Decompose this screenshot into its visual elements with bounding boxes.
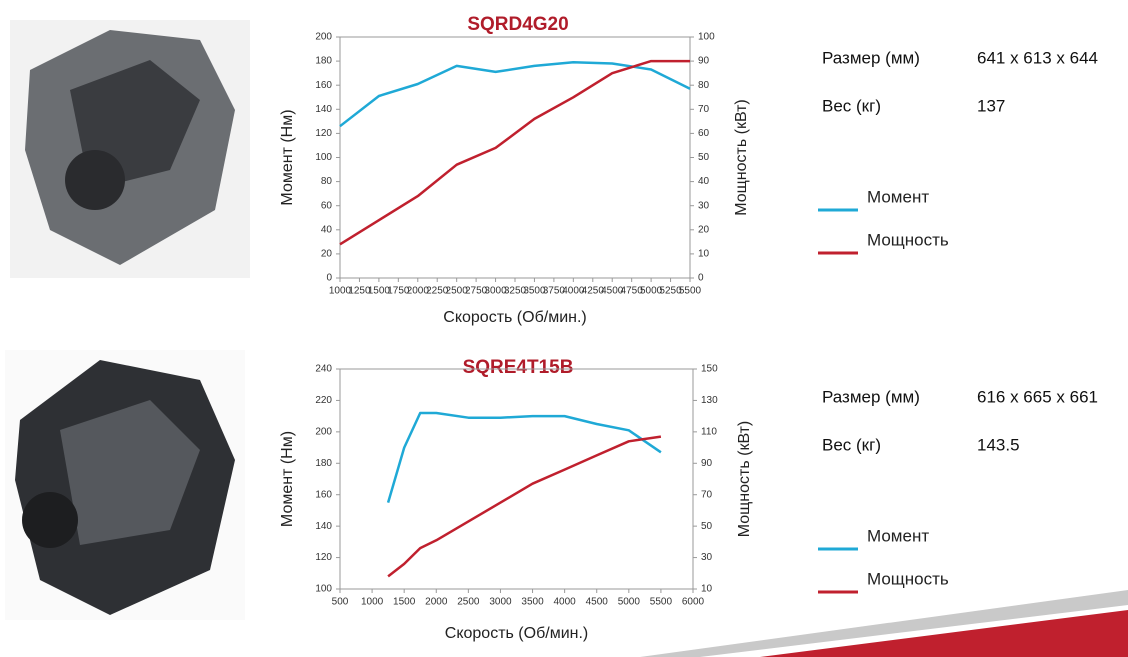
plot-frame [339, 368, 694, 590]
x-axis-label: Скорость (Об/мин.) [443, 309, 586, 326]
y2-tick-label: 110 [701, 426, 717, 437]
y-tick-label: 220 [315, 395, 332, 406]
x-tick-label: 3000 [484, 286, 507, 297]
y-axis-label: Момент (Нм) [279, 431, 296, 527]
spec-label: Размер (мм) [822, 48, 920, 67]
engine-photo [10, 20, 250, 278]
x-tick-label: 4000 [554, 597, 577, 608]
x-axis-label: Скорость (Об/мин.) [445, 625, 588, 642]
x-tick-label: 2000 [425, 597, 448, 608]
x-tick-label: 5250 [659, 286, 682, 297]
chart-title: SQRD4G20 [467, 14, 568, 35]
x-tick-label: 2750 [465, 286, 488, 297]
x-tick-label: 3750 [543, 286, 566, 297]
x-tick-label: 2500 [446, 286, 469, 297]
y2-tick-label: 30 [701, 552, 713, 563]
spec-label: Размер (мм) [822, 387, 920, 406]
y-tick-label: 120 [315, 552, 332, 563]
y2-tick-label: 100 [698, 32, 715, 43]
decor-stripe [640, 590, 1128, 657]
x-tick-label: 1000 [329, 286, 352, 297]
y2-tick-label: 60 [698, 128, 710, 139]
x-tick-label: 3000 [489, 597, 512, 608]
y2-tick-label: 10 [698, 249, 710, 260]
x-tick-label: 1500 [368, 286, 391, 297]
x-tick-label: 1500 [393, 597, 416, 608]
y2-axis-label: Мощность (кВт) [733, 99, 750, 216]
x-tick-label: 3500 [521, 597, 544, 608]
x-tick-label: 5500 [650, 597, 673, 608]
y-tick-label: 240 [315, 364, 332, 375]
y2-tick-label: 10 [701, 584, 713, 595]
y-axis-label: Момент (Нм) [279, 109, 296, 205]
series-line [387, 435, 662, 578]
spec-value: 616 x 665 x 661 [977, 387, 1098, 406]
engine-photo [5, 350, 245, 620]
y2-tick-label: 70 [698, 104, 710, 115]
y2-tick-label: 30 [698, 200, 710, 211]
y2-tick-label: 90 [698, 56, 710, 67]
x-tick-label: 4250 [582, 286, 605, 297]
y-tick-label: 80 [321, 176, 333, 187]
y-tick-label: 60 [321, 200, 333, 211]
x-tick-label: 4750 [621, 286, 644, 297]
y-tick-label: 120 [315, 128, 332, 139]
y-tick-label: 40 [321, 224, 333, 235]
chart-title: SQRE4T15B [463, 357, 574, 378]
y2-tick-label: 20 [698, 224, 710, 235]
spec-label: Вес (кг) [822, 96, 881, 115]
y2-axis-label: Мощность (кВт) [736, 421, 753, 538]
legend-label: Мощность [867, 569, 949, 588]
y2-tick-label: 70 [701, 489, 713, 500]
x-tick-label: 5000 [618, 597, 641, 608]
y-tick-label: 100 [315, 152, 332, 163]
x-tick-label: 5000 [640, 286, 663, 297]
x-tick-label: 3250 [504, 286, 527, 297]
x-tick-label: 1250 [348, 286, 371, 297]
x-tick-label: 2250 [426, 286, 449, 297]
x-tick-label: 4500 [601, 286, 624, 297]
y2-tick-label: 130 [701, 395, 718, 406]
series-line [339, 61, 691, 128]
x-tick-label: 1750 [387, 286, 410, 297]
y2-tick-label: 90 [701, 458, 713, 469]
legend-label: Мощность [867, 230, 949, 249]
y2-tick-label: 0 [698, 273, 704, 284]
y2-tick-label: 50 [701, 521, 713, 532]
x-tick-label: 2500 [457, 597, 480, 608]
y-tick-label: 160 [315, 80, 332, 91]
y-tick-label: 140 [315, 521, 332, 532]
y-tick-label: 0 [326, 273, 332, 284]
y-tick-label: 200 [315, 426, 332, 437]
y-tick-label: 200 [315, 32, 332, 43]
x-tick-label: 500 [332, 597, 349, 608]
legend-label: Момент [867, 526, 929, 545]
plot-frame [339, 36, 691, 279]
legend-label: Момент [867, 187, 929, 206]
y-tick-label: 140 [315, 104, 332, 115]
y-tick-label: 100 [315, 584, 332, 595]
series-line [386, 411, 662, 503]
y-tick-label: 160 [315, 489, 332, 500]
y2-tick-label: 80 [698, 80, 710, 91]
x-tick-label: 5500 [679, 286, 702, 297]
spec-value: 137 [977, 96, 1005, 115]
y2-tick-label: 50 [698, 152, 710, 163]
y-tick-label: 180 [315, 56, 332, 67]
spec-value: 641 x 613 x 644 [977, 48, 1098, 67]
spec-label: Вес (кг) [822, 435, 881, 454]
y-tick-label: 180 [315, 458, 332, 469]
x-tick-label: 6000 [682, 597, 705, 608]
y-tick-label: 20 [321, 249, 333, 260]
series-line [339, 59, 690, 246]
x-tick-label: 4000 [562, 286, 585, 297]
y2-tick-label: 150 [701, 364, 718, 375]
x-tick-label: 3500 [523, 286, 546, 297]
y2-tick-label: 40 [698, 176, 710, 187]
spec-value: 143.5 [977, 435, 1020, 454]
x-tick-label: 1000 [361, 597, 384, 608]
x-tick-label: 4500 [586, 597, 609, 608]
x-tick-label: 2000 [407, 286, 430, 297]
